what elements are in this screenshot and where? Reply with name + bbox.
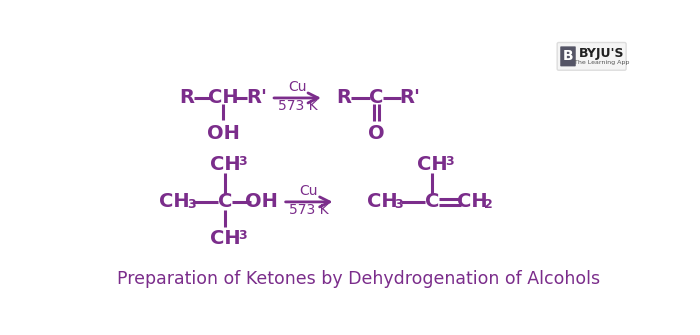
Text: 573 K: 573 K bbox=[278, 98, 317, 113]
Text: 3: 3 bbox=[238, 229, 246, 242]
Text: C: C bbox=[218, 192, 232, 211]
Text: R: R bbox=[336, 88, 351, 108]
Text: C: C bbox=[370, 88, 384, 108]
Text: CH: CH bbox=[208, 88, 239, 108]
Text: CH: CH bbox=[417, 155, 448, 175]
Text: OH: OH bbox=[246, 192, 279, 211]
Text: R: R bbox=[179, 88, 194, 108]
Text: CH: CH bbox=[210, 155, 241, 175]
Text: Cu: Cu bbox=[288, 80, 307, 94]
Text: 3: 3 bbox=[444, 155, 454, 169]
Text: O: O bbox=[368, 124, 385, 143]
Text: BYJU'S: BYJU'S bbox=[579, 47, 624, 60]
Text: R': R' bbox=[246, 88, 267, 108]
Text: R': R' bbox=[400, 88, 421, 108]
Text: 3: 3 bbox=[238, 155, 246, 169]
Text: C: C bbox=[425, 192, 440, 211]
Text: CH: CH bbox=[456, 192, 487, 211]
Text: Cu: Cu bbox=[299, 184, 318, 198]
Text: CH: CH bbox=[210, 229, 241, 248]
Text: 2: 2 bbox=[484, 198, 493, 211]
Text: 3: 3 bbox=[394, 198, 403, 211]
Text: B: B bbox=[563, 49, 573, 63]
Text: OH: OH bbox=[206, 124, 239, 143]
Text: CH: CH bbox=[367, 192, 398, 211]
Text: CH: CH bbox=[159, 192, 190, 211]
Text: 3: 3 bbox=[187, 198, 195, 211]
FancyBboxPatch shape bbox=[557, 43, 626, 70]
Text: 573 K: 573 K bbox=[288, 203, 328, 217]
Text: The Learning App: The Learning App bbox=[573, 60, 629, 65]
Text: Preparation of Ketones by Dehydrogenation of Alcohols: Preparation of Ketones by Dehydrogenatio… bbox=[117, 270, 601, 288]
FancyBboxPatch shape bbox=[560, 46, 575, 66]
